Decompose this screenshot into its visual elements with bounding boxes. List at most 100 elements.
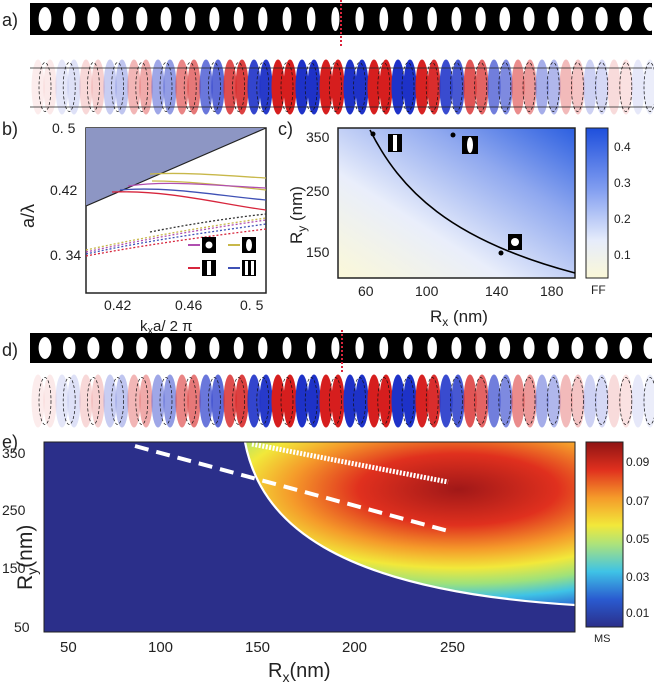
hole-outline [304, 377, 318, 425]
hole [331, 7, 340, 31]
hole [547, 337, 559, 359]
hole-outline [498, 377, 512, 425]
field-lobe [103, 374, 117, 428]
field-lobe [643, 374, 654, 428]
field-lobe [535, 374, 549, 428]
hole-outline [425, 377, 439, 425]
hatched-line-e [251, 441, 449, 485]
hole [209, 337, 220, 359]
field-lobe [415, 374, 429, 428]
ms-ytick-2: 150 [2, 560, 26, 576]
ms-cbar-tick-1: 0.07 [626, 494, 650, 508]
hole [184, 337, 196, 359]
hole [571, 337, 584, 359]
field-lobe [91, 59, 105, 115]
hole-outline [111, 62, 124, 112]
field-lobe [367, 59, 381, 115]
field-lobe [295, 374, 309, 428]
band-diagram [85, 127, 267, 294]
field-lobe [139, 59, 153, 115]
hole-outline [619, 62, 633, 112]
hole-outline [232, 62, 245, 112]
field-lobe [271, 374, 285, 428]
field-lobe [571, 374, 585, 428]
hole-outline [159, 62, 173, 112]
hole [111, 337, 124, 359]
hole [209, 7, 220, 31]
band-ytick-0: 0. 5 [52, 120, 76, 136]
hole-outline [643, 377, 654, 425]
field-lobe [331, 59, 345, 115]
field-lobe [271, 59, 285, 115]
hole-outline [546, 62, 560, 112]
ff-xtick-1: 100 [415, 283, 439, 299]
hole [643, 7, 654, 31]
hole-outline [208, 62, 221, 112]
hole [475, 337, 486, 359]
field-lobe [307, 374, 321, 428]
hole-outline [208, 377, 221, 425]
ms-ytick-0: 350 [2, 445, 26, 461]
field-lobe [559, 59, 573, 115]
field-lobe [487, 59, 501, 115]
hole [379, 337, 389, 359]
ms-ytick-3: 50 [14, 619, 30, 635]
hole [160, 7, 172, 31]
hole-outline [595, 62, 608, 112]
field-lobe [259, 59, 273, 115]
hole [643, 337, 654, 359]
field-lobe [595, 374, 609, 428]
panel-label-c: c) [278, 119, 293, 139]
field-lobe [379, 59, 393, 115]
panel-label-b: b) [2, 119, 18, 139]
ms-xtick-2: 150 [245, 639, 270, 656]
ff-cbar-tick-1: 0.3 [614, 176, 631, 190]
field-lobe [355, 59, 369, 115]
field-lobe [163, 374, 177, 428]
ff-cbar-tick-0: 0.4 [614, 140, 631, 154]
band-ylabel: a/λ [18, 204, 38, 228]
hole [379, 7, 389, 31]
field-lobe [523, 374, 537, 428]
field-lobe [583, 59, 597, 115]
field-lobe [235, 374, 249, 428]
hole [87, 337, 100, 359]
hole-outline [377, 377, 391, 425]
field-lobe [307, 59, 321, 115]
hole-outline [87, 377, 100, 425]
hole [499, 337, 511, 359]
band-xtick-0: 0.42 [104, 297, 131, 313]
hole [282, 7, 292, 31]
field-lobe [211, 374, 225, 428]
hole-outline [38, 62, 52, 112]
field-lobe [487, 374, 501, 428]
ms-cbar-tick-0: 0.09 [626, 455, 650, 469]
hole [38, 7, 52, 31]
field-lobe [91, 374, 105, 428]
field-lobe [79, 59, 93, 115]
band-xtick-1: 0.46 [175, 297, 202, 313]
hole [306, 337, 316, 359]
field-lobe [499, 59, 513, 115]
hole [306, 7, 316, 31]
field-lobe [511, 374, 525, 428]
hole-outline [401, 377, 415, 425]
field-lobe [187, 374, 201, 428]
ff-cbar-tick-3: 0.1 [614, 248, 631, 262]
ff-xtick-3: 180 [540, 283, 564, 299]
hole [571, 7, 584, 31]
field-lobe [283, 374, 297, 428]
field-lobe [31, 59, 45, 115]
field-lobe [619, 59, 633, 115]
hole [451, 7, 462, 31]
field-d-hole-outlines [38, 377, 654, 425]
ff-xtick-0: 60 [358, 283, 374, 299]
hole [136, 337, 148, 359]
ff-cbar-tick-2: 0.2 [614, 212, 631, 226]
ms-xlabel: Rx(nm) [268, 660, 331, 682]
field-lobe [139, 374, 153, 428]
hole-outline [474, 62, 487, 112]
panel-label-d: d) [2, 340, 18, 360]
field-lobe [511, 59, 525, 115]
